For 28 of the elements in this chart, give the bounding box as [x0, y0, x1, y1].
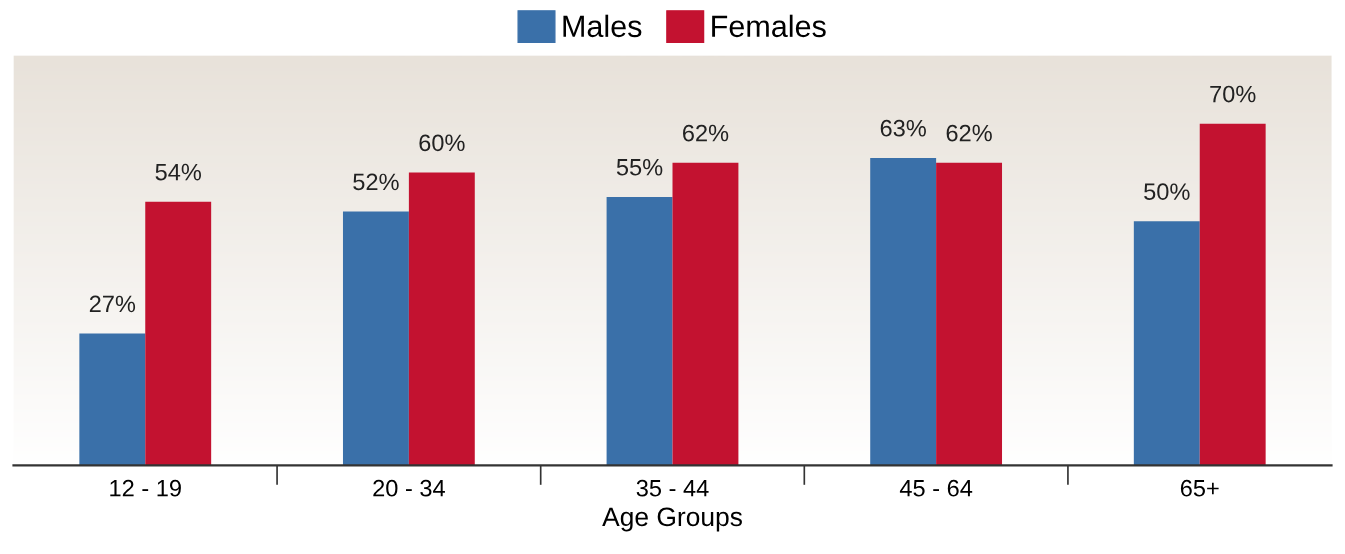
data-label: 52%	[353, 173, 399, 191]
x-axis-title: Age Groups	[602, 507, 742, 532]
bar	[672, 162, 739, 466]
data-label: 62%	[683, 124, 729, 142]
bar	[408, 172, 475, 466]
legend-label: Males	[563, 14, 642, 38]
x-tick-label: 20 - 34	[373, 479, 445, 497]
bar	[145, 201, 212, 466]
data-label: 55%	[616, 158, 663, 176]
data-label: 50%	[1144, 183, 1190, 200]
bar	[1133, 221, 1200, 466]
data-label: 54%	[155, 163, 201, 181]
bar	[606, 196, 673, 466]
data-label: 62%	[946, 124, 992, 142]
legend-label: Females	[712, 14, 826, 38]
data-label: 60%	[419, 134, 465, 152]
x-tick-label: 65+	[1180, 479, 1219, 497]
data-label: 70%	[1210, 85, 1256, 103]
x-tick-label: 45 - 64	[899, 479, 973, 497]
bar	[936, 162, 1003, 466]
bar	[342, 211, 409, 466]
data-label: 63%	[880, 119, 926, 137]
x-tick-label: 35 - 44	[636, 479, 709, 497]
bar	[79, 333, 146, 466]
bar	[870, 157, 937, 466]
x-tick-label: 12 - 19	[110, 479, 181, 497]
bar	[1199, 123, 1266, 466]
data-label: 27%	[89, 295, 136, 313]
